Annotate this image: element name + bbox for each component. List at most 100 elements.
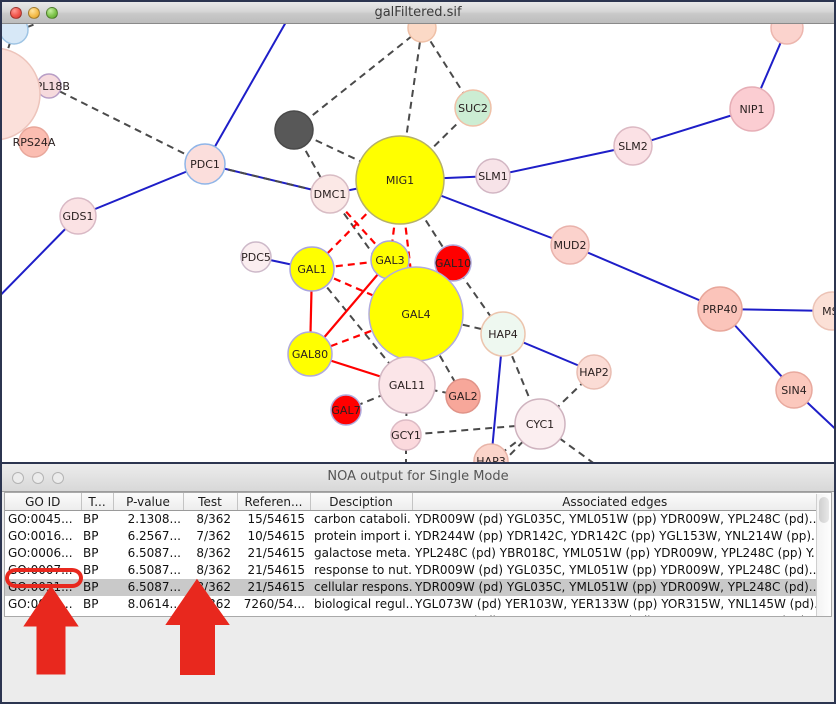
network-canvas[interactable]: RPL18B RPS24A GDS1 PDC1 PDC5 DMC1 MIG1 SUC2 SLM1…: [2, 24, 834, 462]
node-circle[interactable]: [310, 174, 350, 214]
node-circle[interactable]: [473, 443, 509, 462]
column-header-description[interactable]: Desciption: [310, 493, 413, 511]
network-node[interactable]: [407, 24, 437, 43]
network-node[interactable]: [2, 47, 41, 141]
node-circle[interactable]: [454, 89, 492, 127]
network-node-dmc1[interactable]: DMC1: [310, 174, 350, 214]
node-circle[interactable]: [550, 225, 590, 265]
node-circle[interactable]: [390, 419, 422, 451]
network-node-gal1[interactable]: GAL1: [289, 246, 335, 292]
node-circle[interactable]: [330, 394, 362, 426]
table-row[interactable]: GO:0016... BP 6.2567... 7/362 10/54615 protei…: [5, 528, 817, 545]
node-circle[interactable]: [445, 378, 481, 414]
noa-minimize-button[interactable]: [32, 472, 44, 484]
node-circle[interactable]: [240, 241, 272, 273]
node-circle[interactable]: [289, 246, 335, 292]
network-node-hap4[interactable]: HAP4: [480, 311, 526, 357]
table-row[interactable]: GO:0031...BP1.3324...11/362105/546...res…: [5, 613, 817, 616]
network-node-suc2[interactable]: SUC2: [454, 89, 492, 127]
network-node-nip1[interactable]: NIP1: [729, 86, 775, 132]
node-circle[interactable]: [812, 291, 834, 331]
minimize-button[interactable]: [28, 7, 40, 19]
node-circle[interactable]: [729, 86, 775, 132]
network-node-gds1[interactable]: GDS1: [59, 197, 97, 235]
node-circle[interactable]: [18, 126, 50, 158]
network-node-cyc1[interactable]: CYC1: [514, 398, 566, 450]
node-circle[interactable]: [697, 286, 743, 332]
table-row[interactable]: GO:0065... BP 8.0614... 94/362 7260/54... bio…: [5, 596, 817, 613]
node-circle[interactable]: [475, 158, 511, 194]
table-row[interactable]: GO:0006... BP 6.5087... 8/362 21/54615 galact…: [5, 545, 817, 562]
network-node-prp40[interactable]: PRP40: [697, 286, 743, 332]
network-edge[interactable]: [2, 215, 79, 314]
column-header-go-id[interactable]: GO ID: [5, 493, 82, 511]
noa-results-table[interactable]: GO ID T... P-value Test Referen... Desci…: [5, 493, 817, 616]
network-node[interactable]: [770, 24, 804, 45]
table-row[interactable]: GO:0045... BP 2.1308... 8/362 15/54615 carbon…: [5, 511, 817, 529]
node-circle[interactable]: [514, 398, 566, 450]
node-circle[interactable]: [2, 24, 29, 45]
node-circle[interactable]: [770, 24, 804, 45]
network-node-mig1[interactable]: MIG1: [355, 135, 445, 225]
network-node-mud2[interactable]: MUD2: [550, 225, 590, 265]
network-node-sin4[interactable]: SIN4: [775, 371, 813, 409]
network-edge[interactable]: [492, 145, 634, 177]
noa-zoom-button[interactable]: [52, 472, 64, 484]
network-edge[interactable]: [204, 24, 302, 165]
network-node-msi[interactable]: MSI: [812, 291, 834, 331]
table-row[interactable]: GO:0007... BP 6.5087... 8/362 21/54615 respon…: [5, 562, 817, 579]
network-node-pdc1[interactable]: PDC1: [184, 143, 226, 185]
network-node-gcy1[interactable]: GCY1: [390, 419, 422, 451]
noa-table-container[interactable]: GO ID T... P-value Test Referen... Desci…: [4, 492, 832, 617]
network-edge[interactable]: [569, 244, 721, 310]
column-header-p-value[interactable]: P-value: [113, 493, 184, 511]
node-circle[interactable]: [355, 135, 445, 225]
network-node-hap2[interactable]: HAP2: [576, 354, 612, 390]
node-circle[interactable]: [274, 110, 314, 150]
network-node[interactable]: [274, 110, 314, 150]
zoom-button[interactable]: [46, 7, 58, 19]
node-circle[interactable]: [368, 266, 464, 362]
column-header-reference[interactable]: Referen...: [237, 493, 311, 511]
node-circle[interactable]: [407, 24, 437, 43]
network-node-gal2[interactable]: GAL2: [445, 378, 481, 414]
node-circle[interactable]: [434, 244, 472, 282]
network-edge[interactable]: [311, 179, 401, 270]
node-layer[interactable]: RPL18BRPS24AGDS1PDC1PDC5DMC1MIG1SUC2SLM1…: [2, 24, 834, 462]
cell-go-id: GO:0031...: [5, 613, 81, 616]
noa-close-button[interactable]: [12, 472, 24, 484]
noa-table-body[interactable]: GO:0045... BP 2.1308... 8/362 15/54615 carbon…: [5, 511, 817, 616]
column-header-test[interactable]: Test: [183, 493, 238, 511]
network-node-hap3[interactable]: HAP3: [473, 443, 509, 462]
node-circle[interactable]: [480, 311, 526, 357]
network-node-slm2[interactable]: SLM2: [613, 126, 653, 166]
node-circle[interactable]: [775, 371, 813, 409]
cell-p-value: 2.1308...: [127, 512, 181, 526]
network-node-gal80[interactable]: GAL80: [287, 331, 333, 377]
table-scrollbar-thumb[interactable]: [819, 497, 829, 523]
close-button[interactable]: [10, 7, 22, 19]
table-row[interactable]: GO:0031... BP 6.5087... 8/362 21/54615 cellul…: [5, 579, 817, 596]
node-circle[interactable]: [576, 354, 612, 390]
node-circle[interactable]: [184, 143, 226, 185]
node-circle[interactable]: [2, 47, 41, 141]
node-circle[interactable]: [378, 356, 436, 414]
network-node-slm1[interactable]: SLM1: [475, 158, 511, 194]
column-header-type[interactable]: T...: [81, 493, 114, 511]
network-node-gal11[interactable]: GAL11: [378, 356, 436, 414]
network-edge[interactable]: [293, 27, 423, 131]
node-circle[interactable]: [59, 197, 97, 235]
network-edge[interactable]: [204, 163, 331, 195]
table-vertical-scrollbar[interactable]: [816, 494, 830, 616]
network-node-gal7[interactable]: GAL7: [330, 394, 362, 426]
column-header-associated-edges[interactable]: Associated edges: [412, 493, 817, 511]
network-edge[interactable]: [405, 423, 541, 436]
network-node[interactable]: [2, 24, 29, 45]
network-node-gal4[interactable]: GAL4: [368, 266, 464, 362]
node-circle[interactable]: [287, 331, 333, 377]
network-node-pdc5[interactable]: PDC5: [240, 241, 272, 273]
network-graph[interactable]: RPL18BRPS24AGDS1PDC1PDC5DMC1MIG1SUC2SLM1…: [2, 24, 834, 462]
node-circle[interactable]: [613, 126, 653, 166]
network-edge[interactable]: [77, 163, 206, 217]
network-edge[interactable]: [48, 85, 206, 165]
